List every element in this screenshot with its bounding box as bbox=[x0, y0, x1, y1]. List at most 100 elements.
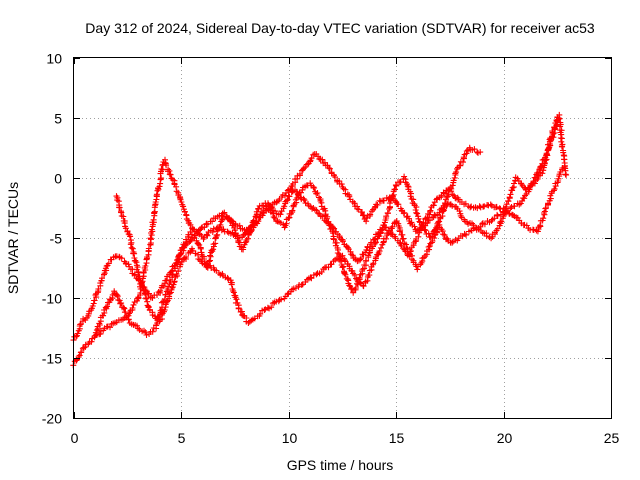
data-point-marker bbox=[103, 319, 118, 331]
y-tick-label: -10 bbox=[42, 291, 62, 307]
x-tick-label: 15 bbox=[389, 430, 405, 446]
data-point-marker bbox=[307, 180, 321, 197]
data-point-marker bbox=[229, 222, 245, 250]
data-point-marker bbox=[177, 231, 192, 254]
data-point-marker bbox=[488, 225, 501, 242]
data-point-marker bbox=[162, 156, 180, 190]
data-point-marker bbox=[111, 288, 124, 307]
y-tick-label: 10 bbox=[46, 51, 62, 67]
data-point-marker bbox=[349, 198, 368, 223]
data-point-marker bbox=[336, 180, 356, 205]
data-point-marker bbox=[135, 269, 152, 311]
data-point-marker bbox=[359, 249, 373, 277]
data-point-marker bbox=[199, 260, 232, 283]
data-point-marker bbox=[240, 312, 250, 325]
data-point-marker bbox=[169, 250, 185, 279]
data-point-marker bbox=[555, 115, 570, 178]
y-tick-label: 0 bbox=[54, 171, 62, 187]
data-point-marker bbox=[363, 201, 381, 225]
data-point-marker bbox=[189, 245, 205, 265]
data-point-marker bbox=[113, 314, 129, 326]
data-point-marker bbox=[97, 262, 111, 289]
data-point-marker bbox=[127, 233, 142, 275]
y-tick-label: -15 bbox=[42, 351, 62, 367]
data-point-marker bbox=[145, 201, 159, 255]
data-point-marker bbox=[118, 300, 132, 323]
series-track-4 bbox=[113, 111, 563, 326]
data-point-marker bbox=[70, 321, 84, 344]
data-point-marker bbox=[273, 187, 291, 206]
data-point-marker bbox=[360, 260, 377, 290]
data-point-marker bbox=[401, 173, 417, 203]
data-point-marker bbox=[535, 152, 550, 176]
data-point-marker bbox=[99, 303, 111, 319]
x-tick-label: 10 bbox=[282, 430, 298, 446]
data-point-marker bbox=[466, 144, 484, 156]
data-point-marker bbox=[414, 248, 431, 273]
data-point-marker bbox=[246, 205, 261, 235]
data-point-marker bbox=[146, 306, 161, 323]
data-point-marker bbox=[457, 199, 475, 211]
data-point-marker bbox=[427, 219, 442, 241]
chart-title: Day 312 of 2024, Sidereal Day-to-day VTE… bbox=[85, 20, 595, 36]
data-point-marker bbox=[316, 194, 331, 220]
data-point-marker bbox=[409, 200, 425, 228]
data-point-marker bbox=[118, 209, 133, 238]
data-point-marker bbox=[425, 226, 441, 253]
data-point-marker bbox=[453, 147, 471, 176]
data-point-marker bbox=[366, 235, 381, 254]
data-point-marker bbox=[534, 195, 554, 235]
data-point-marker bbox=[324, 162, 343, 185]
data-point-marker bbox=[341, 270, 356, 293]
data-point-marker bbox=[302, 200, 321, 217]
data-point-marker bbox=[298, 151, 317, 174]
data-point-marker bbox=[285, 170, 303, 193]
data-point-marker bbox=[462, 218, 475, 227]
data-point-marker bbox=[323, 215, 339, 246]
x-axis-label: GPS time / hours bbox=[287, 457, 394, 473]
data-point-marker bbox=[512, 174, 528, 191]
data-point-marker bbox=[235, 305, 246, 318]
data-point-marker bbox=[126, 320, 140, 329]
data-point-marker bbox=[426, 205, 445, 224]
data-point-marker bbox=[521, 221, 540, 234]
data-point-marker bbox=[339, 252, 356, 274]
data-point-marker bbox=[277, 188, 296, 218]
data-point-marker bbox=[549, 111, 563, 135]
series-track-1 bbox=[70, 156, 566, 369]
data-point-marker bbox=[505, 177, 519, 205]
y-axis-label: SDTVAR / TECUs bbox=[5, 182, 21, 294]
x-tick-label: 20 bbox=[497, 430, 513, 446]
data-point-marker bbox=[384, 182, 400, 217]
data-point-marker bbox=[147, 289, 162, 301]
data-point-marker bbox=[484, 201, 500, 211]
data-point-marker bbox=[393, 218, 410, 252]
y-tick-label: -20 bbox=[42, 411, 62, 427]
data-point-marker bbox=[375, 213, 390, 240]
data-point-marker bbox=[161, 271, 176, 303]
data-series bbox=[70, 111, 570, 369]
data-point-marker bbox=[526, 170, 540, 193]
data-point-marker bbox=[273, 217, 287, 228]
data-point-marker bbox=[479, 229, 493, 241]
y-tick-label: 5 bbox=[54, 111, 62, 127]
data-point-marker bbox=[135, 325, 149, 336]
data-point-marker bbox=[547, 165, 566, 199]
data-point-marker bbox=[328, 223, 346, 245]
data-point-marker bbox=[436, 201, 451, 225]
data-point-marker bbox=[281, 207, 296, 231]
data-point-marker bbox=[122, 260, 136, 277]
data-point-marker bbox=[227, 277, 239, 299]
data-point-marker bbox=[79, 308, 93, 325]
plot-border bbox=[73, 57, 612, 419]
data-point-marker bbox=[167, 261, 184, 296]
data-point-marker bbox=[470, 203, 488, 212]
data-point-marker bbox=[372, 235, 387, 264]
data-point-marker bbox=[517, 188, 532, 207]
data-point-marker bbox=[383, 219, 398, 242]
data-point-marker bbox=[311, 151, 329, 169]
data-point-marker bbox=[113, 253, 128, 265]
data-point-marker bbox=[152, 159, 167, 205]
data-point-marker bbox=[156, 290, 173, 325]
